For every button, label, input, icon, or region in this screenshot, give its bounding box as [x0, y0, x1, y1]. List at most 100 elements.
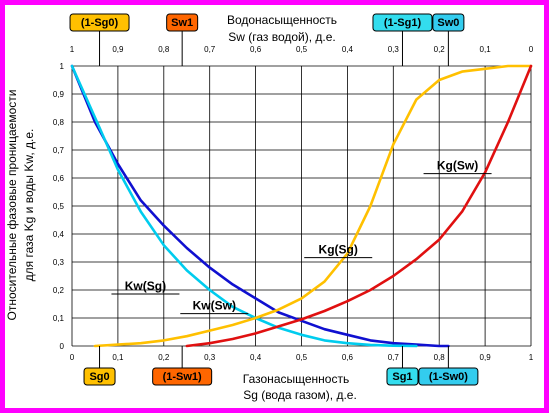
- top-axis-label: Sw (газ водой), д.е.: [228, 30, 336, 44]
- bottom-callout-label: Sg0: [89, 371, 109, 383]
- top-callout-label: Sw1: [171, 17, 193, 29]
- curve-label: Kg(Sg): [319, 243, 358, 257]
- top-callout-box: [69, 13, 130, 32]
- series-point-0: [162, 224, 165, 227]
- x-tick-label-bottom: 0,1: [112, 353, 124, 362]
- x-tick-label-top: 0,7: [204, 45, 216, 54]
- series-point-3: [530, 65, 532, 67]
- y-tick-label: 0,7: [53, 146, 65, 155]
- x-tick-label-top: 0,4: [342, 45, 354, 54]
- bottom-callout-label: (1-Sw1): [163, 371, 202, 383]
- bottom-callout-box: [83, 367, 116, 386]
- series-point-0: [185, 247, 188, 249]
- grid: [71, 65, 532, 347]
- x-tick-label-bottom: 0,9: [480, 353, 492, 362]
- curve-label: Kg(Sw): [437, 159, 478, 173]
- x-tick-label-top: 1: [70, 45, 75, 54]
- callouts: (1-Sg0) Sw1 (1-Sg1) Sw0 Sg0 (1-Sw1) Sg1 (1-Sw0): [69, 13, 479, 386]
- series-point-3: [254, 332, 257, 335]
- bottom-callout-label: (1-Sw0): [429, 371, 468, 383]
- series-point-1: [231, 305, 234, 308]
- series-point-3: [277, 325, 280, 328]
- curves: [70, 64, 533, 348]
- series-point-2: [415, 98, 418, 101]
- x-tick-label-top: 0,3: [388, 45, 400, 54]
- series-point-2: [300, 297, 303, 300]
- series-point-2: [185, 335, 188, 338]
- x-tick-label-bottom: 0,4: [250, 353, 262, 362]
- top-callout-box: [166, 13, 199, 32]
- y-tick-label: 0,5: [53, 202, 65, 211]
- top-callout-box: [372, 13, 433, 32]
- series-point-1: [369, 343, 372, 346]
- x-tick-label-bottom: 0,6: [342, 353, 354, 362]
- series-point-1: [71, 65, 73, 67]
- series-point-2: [507, 65, 509, 67]
- curve-label: Kw(Sw): [193, 299, 236, 313]
- x-tick-label-bottom: 0,8: [434, 353, 446, 362]
- series-point-2: [369, 205, 372, 207]
- series-point-3: [507, 121, 509, 123]
- tick-labels: 0 0,1 0,2 0,3 0,4 0,5 0,6 0,7 0,8 0,9 1 1 0,9 0,8 0,7 0…: [53, 45, 534, 362]
- bottom-callout-box: [152, 367, 213, 386]
- series-point-2: [484, 67, 486, 70]
- y-tick-label: 0,6: [53, 174, 65, 183]
- bottom-callout-label: Sg1: [392, 371, 412, 383]
- series-point-3: [484, 171, 486, 174]
- x-tick-label-top: 0,2: [434, 45, 446, 54]
- series-point-1: [162, 244, 165, 247]
- series-point-2: [208, 329, 211, 332]
- y-tick-label: 0,1: [53, 314, 65, 323]
- series-point-2: [438, 79, 441, 81]
- series-point-0: [369, 339, 372, 342]
- bottom-callout-box: [418, 367, 479, 386]
- y-tick-label: 0,3: [53, 258, 65, 267]
- y-tick-label: 0: [60, 342, 65, 351]
- x-tick-label-bottom: 1: [529, 353, 534, 362]
- series-point-0: [139, 199, 142, 202]
- series-point-2: [392, 143, 395, 146]
- series-line-3: [185, 64, 533, 348]
- x-tick-label-top: 0,5: [296, 45, 308, 54]
- x-tick-label-bottom: 0,7: [388, 353, 400, 362]
- x-tick-label-top: 0,8: [158, 45, 170, 54]
- bottom-axis-title: Газонасыщенность: [243, 372, 349, 386]
- y-tick-label: 0,8: [53, 118, 65, 127]
- y-axis-label-line2: для газа Kg и воды Kw, д.е.: [22, 129, 36, 282]
- series-point-1: [415, 345, 418, 347]
- curve-labels: Kw(Sg) Kw(Sw) Kg(Sg) Kg(Sw): [111, 159, 492, 315]
- series-point-0: [392, 342, 395, 345]
- top-axis-title: Водонасыщенность: [227, 13, 337, 27]
- series-line-0: [70, 64, 450, 348]
- series-point-0: [438, 345, 441, 347]
- y-axis-label-line1: Относительные фазовые проницаемости: [5, 90, 19, 321]
- series-point-1: [98, 126, 101, 129]
- series-point-2: [231, 324, 234, 326]
- series-point-3: [461, 210, 464, 213]
- series-point-3: [300, 318, 303, 321]
- series-point-0: [117, 163, 119, 165]
- series-point-3: [208, 342, 211, 345]
- x-tick-label-top: 0: [529, 45, 534, 54]
- x-tick-label-bottom: 0,3: [204, 353, 216, 362]
- y-tick-label: 0,9: [53, 90, 65, 99]
- series-point-1: [300, 333, 303, 336]
- bottom-callout-box: [386, 367, 419, 386]
- series-point-2: [461, 70, 464, 73]
- series-point-3: [323, 310, 326, 312]
- series-point-3: [185, 345, 188, 347]
- top-callout-label: (1-Sg1): [384, 17, 422, 29]
- x-tick-label-top: 0,1: [480, 45, 492, 54]
- series-point-3: [231, 338, 234, 340]
- series-point-2: [139, 342, 142, 345]
- x-tick-label-top: 0,9: [112, 45, 124, 54]
- bottom-axis-label: Sg (вода газом), д.е.: [243, 388, 357, 402]
- series-point-3: [346, 300, 349, 303]
- series-point-0: [208, 266, 211, 269]
- series-point-2: [117, 343, 119, 346]
- series-point-1: [185, 269, 188, 272]
- series-point-2: [94, 345, 96, 347]
- series-point-0: [254, 297, 257, 300]
- series-point-2: [277, 308, 280, 311]
